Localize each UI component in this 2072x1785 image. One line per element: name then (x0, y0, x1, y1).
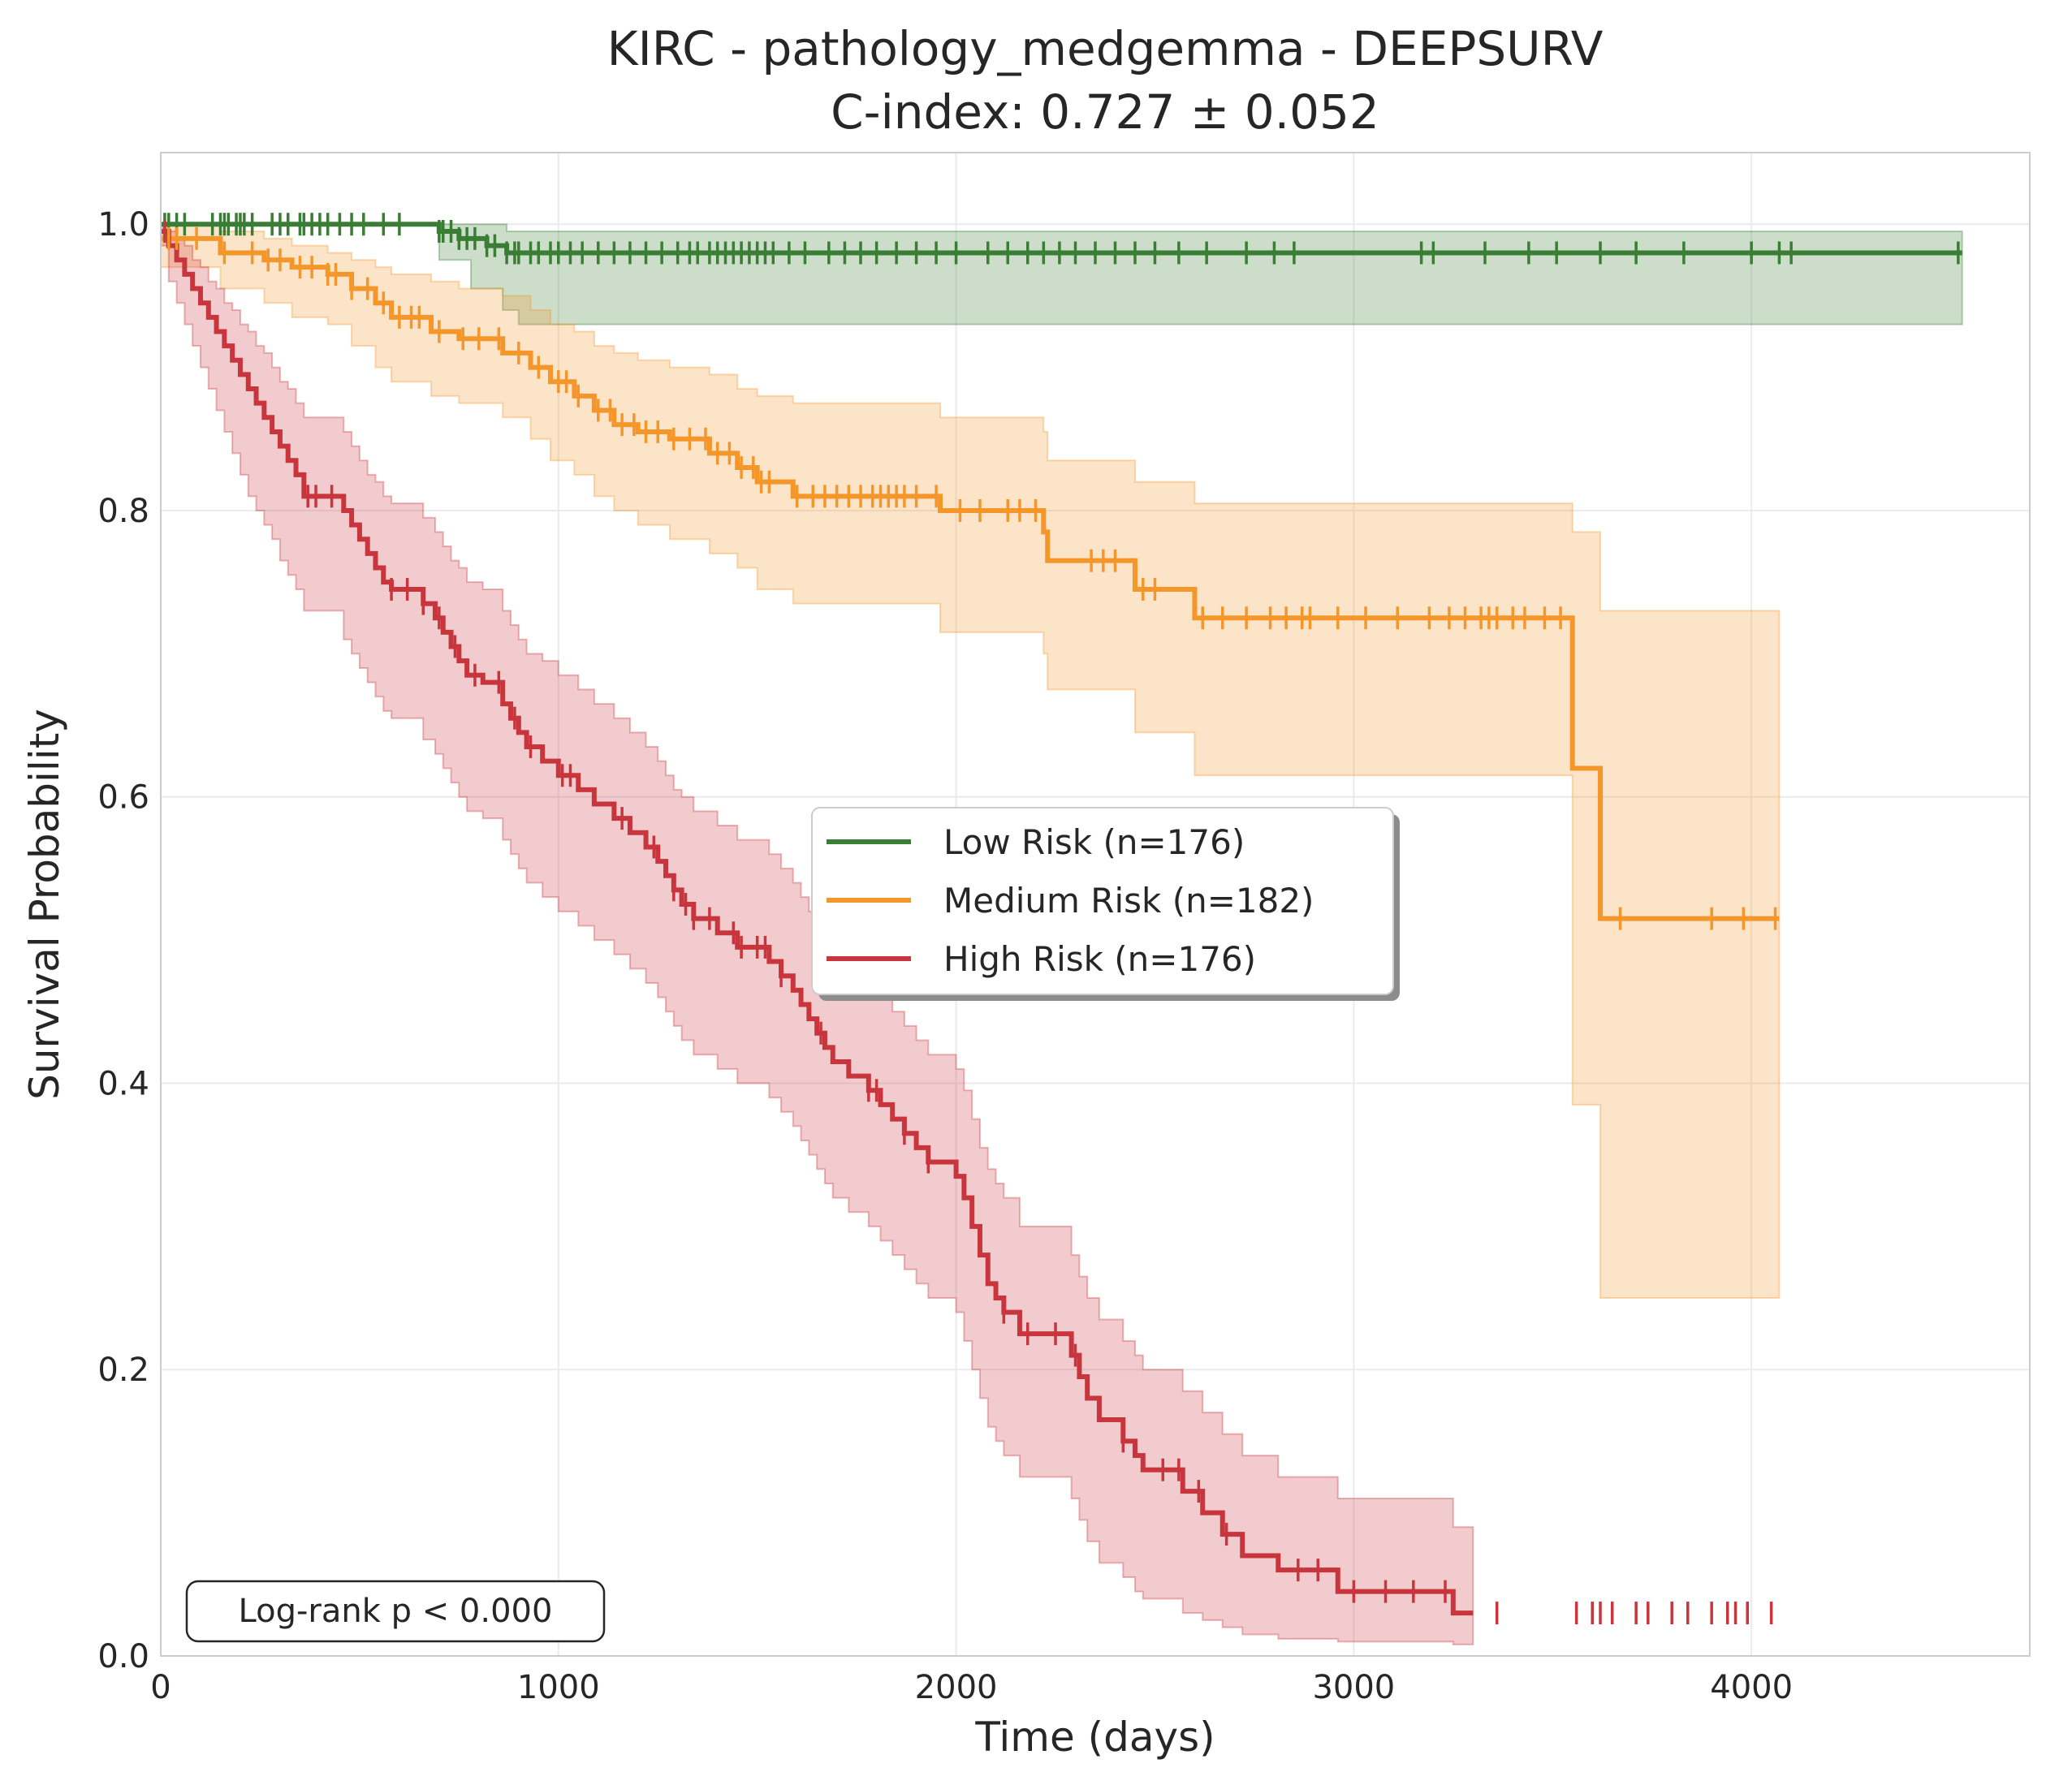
legend-items: Low Risk (n=176) Medium Risk (n=182) High … (827, 822, 1314, 979)
y-tick-label: 0.4 (97, 1065, 149, 1102)
x-tick-label: 4000 (1710, 1669, 1793, 1706)
logrank-annotation: Log-rank p < 0.000 (185, 1580, 606, 1643)
y-tick-label: 0.2 (97, 1352, 149, 1389)
chart-subtitle: C-index: 0.727 ± 0.052 (831, 84, 1379, 140)
high-risk-curve (161, 229, 1474, 1616)
x-tick-label: 1000 (517, 1669, 600, 1706)
y-tick-label: 0.0 (97, 1638, 149, 1675)
logrank-box (185, 1580, 606, 1643)
x-tick-label: 2000 (915, 1669, 998, 1706)
logrank-text: Log-rank p < 0.000 (239, 1593, 553, 1630)
legend-box (811, 807, 1394, 995)
x-tick-label: 3000 (1312, 1669, 1395, 1706)
chart-title: KIRC - pathology_medgemma - DEEPSURV (607, 21, 1604, 76)
y-tick-label: 0.6 (97, 779, 149, 817)
x-tick-label: 0 (150, 1669, 171, 1706)
low-risk-confidence-band (161, 223, 1963, 326)
legend-label-low-risk: Low Risk (n=176) (943, 822, 1245, 862)
y-tick-label: 1.0 (97, 206, 149, 244)
medium-risk-confidence-band (160, 223, 1781, 1300)
y-tick-label: 0.8 (97, 493, 149, 530)
plot-frame (160, 152, 2031, 1657)
y-axis-ticks: 0.0 0.2 0.4 0.6 0.8 1.0 (97, 206, 149, 1675)
y-axis-label: Survival Probability (21, 709, 68, 1100)
censor-marks (163, 213, 1960, 1625)
legend-label-high-risk: High Risk (n=176) (943, 939, 1256, 979)
x-axis-ticks: 0 1000 2000 3000 4000 (150, 1669, 1793, 1706)
legend-label-medium-risk: Medium Risk (n=182) (943, 881, 1314, 921)
legend: Low Risk (n=176) Medium Risk (n=182) High … (811, 807, 1400, 1001)
x-axis-label: Time (days) (974, 1714, 1215, 1761)
